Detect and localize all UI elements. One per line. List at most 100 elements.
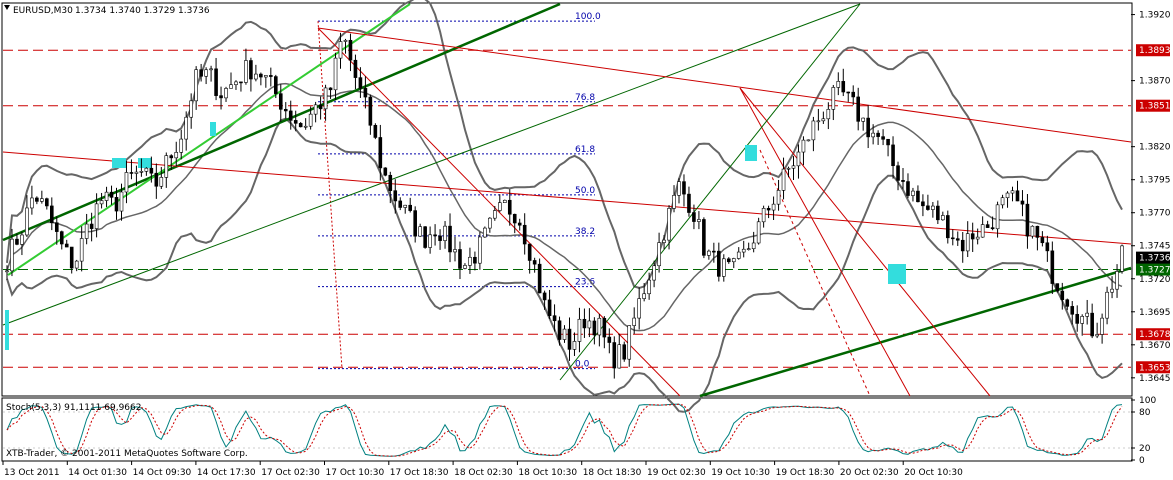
candle-body-128: [642, 293, 646, 299]
candle-144: [721, 254, 726, 282]
candle-body-63: [318, 104, 323, 110]
candle-body-137: [687, 193, 691, 213]
candle-41: [209, 65, 213, 82]
time-tick-label-3: 14 Oct 17:30: [197, 468, 256, 478]
candle-body-130: [652, 265, 656, 281]
candle-180: [901, 167, 905, 190]
candle-75: [378, 124, 383, 181]
candle-166: [831, 84, 836, 121]
candle-body-35: [179, 138, 184, 153]
main-panel-frame: [1, 2, 1133, 397]
candle-body-78: [393, 190, 398, 202]
candle-132: [662, 235, 666, 250]
candle-43: [219, 86, 223, 110]
candle-body-3: [20, 234, 24, 245]
candle-161: [806, 139, 811, 142]
candle-139: [697, 211, 701, 230]
marker-0: [5, 310, 9, 350]
candle-160: [801, 136, 806, 166]
candle-body-83: [418, 226, 422, 237]
candle-114: [572, 332, 577, 356]
candle-104: [522, 213, 527, 255]
candle-171: [856, 87, 861, 131]
candle-body-203: [1015, 190, 1020, 202]
candle-body-120: [602, 317, 607, 338]
candle-202: [1010, 186, 1015, 202]
candle-body-205: [1025, 203, 1030, 237]
candle-57: [288, 100, 293, 130]
level-tag-3: [1136, 361, 1170, 374]
candle-body-150: [751, 242, 756, 250]
candle-body-8: [45, 198, 49, 207]
candle-body-142: [712, 250, 716, 253]
candle-34: [174, 141, 179, 167]
candle-159: [796, 144, 801, 179]
candle-body-178: [891, 144, 895, 167]
candle-body-42: [214, 68, 218, 96]
candle-25: [129, 159, 134, 180]
candle-38: [194, 66, 198, 110]
candle-body-11: [59, 231, 64, 245]
candle-body-88: [443, 225, 447, 241]
candle-body-159: [796, 151, 801, 167]
candle-4: [25, 195, 29, 237]
candle-21: [109, 185, 114, 205]
candle-body-151: [756, 221, 761, 244]
candle-205: [1025, 194, 1030, 249]
candle-35: [179, 129, 184, 160]
candle-body-91: [458, 249, 462, 269]
candle-body-84: [423, 226, 427, 248]
candle-body-167: [836, 81, 841, 88]
candle-207: [1035, 225, 1040, 251]
candle-body-123: [617, 344, 622, 369]
candle-body-180: [901, 180, 905, 182]
candle-157: [786, 166, 791, 178]
candle-body-110: [552, 315, 557, 322]
candle-16: [84, 213, 89, 245]
candle-body-87: [438, 235, 442, 241]
candle-151: [756, 217, 761, 245]
candle-body-186: [931, 205, 935, 210]
candle-199: [995, 201, 1000, 238]
candle-147: [736, 247, 741, 260]
ohlc-label: 1.3734 1.3740 1.3729 1.3736: [75, 6, 210, 16]
candle-body-182: [911, 190, 915, 196]
candle-body-105: [527, 243, 532, 261]
candle-body-220: [1100, 317, 1104, 335]
candle-218: [1090, 303, 1094, 339]
candle-body-77: [388, 174, 393, 191]
candle-168: [841, 68, 846, 97]
candle-body-183: [916, 190, 920, 203]
candle-76: [383, 167, 388, 177]
stoch-main-line: [6, 403, 1123, 457]
candle-193: [965, 221, 970, 258]
candle-body-134: [672, 195, 676, 209]
candle-body-92: [463, 265, 467, 269]
candle-body-164: [821, 118, 826, 122]
candle-223: [1115, 264, 1119, 298]
candle-80: [403, 204, 408, 214]
candle-body-96: [483, 227, 487, 238]
candle-body-27: [139, 170, 144, 173]
candle-133: [667, 205, 671, 250]
candle-body-112: [562, 328, 567, 340]
candle-body-218: [1090, 312, 1094, 337]
candle-body-65: [328, 87, 333, 91]
fibonacci-retracement: 100.0 76.8 61.8 50.0 38.2 23.6 0.0: [317, 12, 601, 370]
candle-body-174: [871, 132, 875, 138]
candle-body-213: [1065, 299, 1070, 307]
candle-body-175: [876, 132, 880, 137]
price-tick-label-2: 1.3820: [1139, 143, 1171, 153]
candle-90: [453, 236, 457, 262]
candle-30: [154, 163, 159, 199]
candle-body-185: [926, 205, 930, 210]
candle-body-89: [448, 225, 452, 253]
candle-217: [1085, 299, 1089, 325]
candle-51: [259, 72, 263, 86]
marker-1: [112, 158, 126, 168]
candle-body-116: [582, 318, 587, 329]
time-tick-label-0: 13 Oct 2011: [4, 468, 60, 478]
candle-body-210: [1050, 250, 1055, 284]
candle-141: [707, 249, 711, 260]
